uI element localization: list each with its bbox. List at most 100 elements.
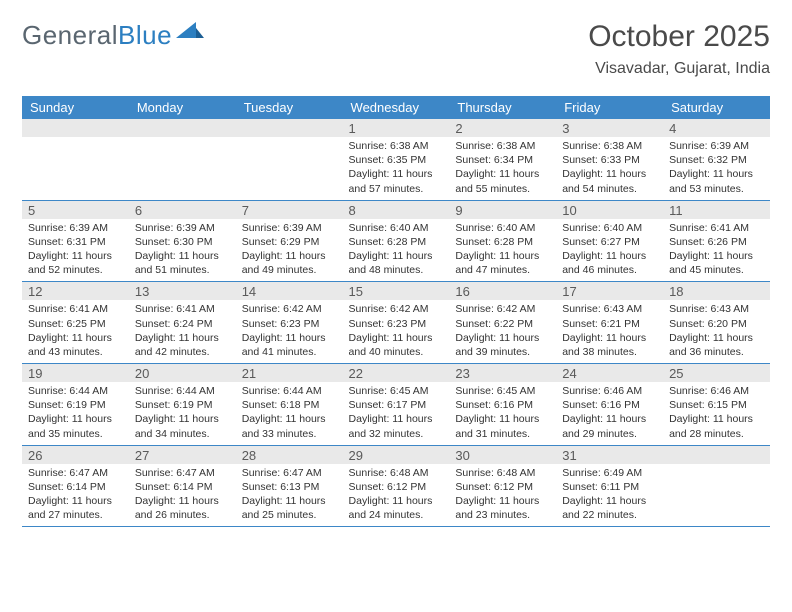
day-number: 5 <box>22 201 129 219</box>
day-number: 26 <box>22 446 129 464</box>
daylight-text: Daylight: 11 hours and 32 minutes. <box>349 412 444 440</box>
day-number: 7 <box>236 201 343 219</box>
calendar-day-cell: 5Sunrise: 6:39 AMSunset: 6:31 PMDaylight… <box>22 200 129 282</box>
day-number: 14 <box>236 282 343 300</box>
calendar-day-cell: 23Sunrise: 6:45 AMSunset: 6:16 PMDayligh… <box>449 364 556 446</box>
day-number: 25 <box>663 364 770 382</box>
daylight-text: Daylight: 11 hours and 45 minutes. <box>669 249 764 277</box>
sunset-text: Sunset: 6:16 PM <box>455 398 550 412</box>
calendar-day-cell <box>22 119 129 200</box>
sunrise-text: Sunrise: 6:41 AM <box>669 221 764 235</box>
daylight-text: Daylight: 11 hours and 54 minutes. <box>562 167 657 195</box>
day-number: 6 <box>129 201 236 219</box>
sunset-text: Sunset: 6:19 PM <box>135 398 230 412</box>
calendar-day-cell: 21Sunrise: 6:44 AMSunset: 6:18 PMDayligh… <box>236 364 343 446</box>
weekday-header: Thursday <box>449 96 556 119</box>
sunset-text: Sunset: 6:35 PM <box>349 153 444 167</box>
day-number: 22 <box>343 364 450 382</box>
calendar-day-cell: 20Sunrise: 6:44 AMSunset: 6:19 PMDayligh… <box>129 364 236 446</box>
weekday-header: Saturday <box>663 96 770 119</box>
day-data <box>236 137 343 200</box>
day-data: Sunrise: 6:40 AMSunset: 6:28 PMDaylight:… <box>343 219 450 282</box>
daylight-text: Daylight: 11 hours and 57 minutes. <box>349 167 444 195</box>
calendar-day-cell: 4Sunrise: 6:39 AMSunset: 6:32 PMDaylight… <box>663 119 770 200</box>
daylight-text: Daylight: 11 hours and 42 minutes. <box>135 331 230 359</box>
day-data: Sunrise: 6:46 AMSunset: 6:15 PMDaylight:… <box>663 382 770 445</box>
day-number: 10 <box>556 201 663 219</box>
day-data: Sunrise: 6:42 AMSunset: 6:22 PMDaylight:… <box>449 300 556 363</box>
sunset-text: Sunset: 6:29 PM <box>242 235 337 249</box>
day-data: Sunrise: 6:47 AMSunset: 6:14 PMDaylight:… <box>22 464 129 527</box>
header: GeneralBlue October 2025 Visavadar, Guja… <box>22 20 770 78</box>
sunrise-text: Sunrise: 6:43 AM <box>669 302 764 316</box>
calendar-day-cell: 17Sunrise: 6:43 AMSunset: 6:21 PMDayligh… <box>556 282 663 364</box>
calendar-week-row: 5Sunrise: 6:39 AMSunset: 6:31 PMDaylight… <box>22 200 770 282</box>
day-data: Sunrise: 6:39 AMSunset: 6:29 PMDaylight:… <box>236 219 343 282</box>
sunset-text: Sunset: 6:17 PM <box>349 398 444 412</box>
sunset-text: Sunset: 6:30 PM <box>135 235 230 249</box>
calendar-day-cell <box>236 119 343 200</box>
day-data: Sunrise: 6:44 AMSunset: 6:18 PMDaylight:… <box>236 382 343 445</box>
daylight-text: Daylight: 11 hours and 47 minutes. <box>455 249 550 277</box>
calendar-day-cell: 14Sunrise: 6:42 AMSunset: 6:23 PMDayligh… <box>236 282 343 364</box>
daylight-text: Daylight: 11 hours and 24 minutes. <box>349 494 444 522</box>
daylight-text: Daylight: 11 hours and 40 minutes. <box>349 331 444 359</box>
calendar-day-cell: 29Sunrise: 6:48 AMSunset: 6:12 PMDayligh… <box>343 445 450 527</box>
sunrise-text: Sunrise: 6:44 AM <box>242 384 337 398</box>
day-number: 4 <box>663 119 770 137</box>
day-data: Sunrise: 6:48 AMSunset: 6:12 PMDaylight:… <box>343 464 450 527</box>
day-data: Sunrise: 6:40 AMSunset: 6:27 PMDaylight:… <box>556 219 663 282</box>
daylight-text: Daylight: 11 hours and 23 minutes. <box>455 494 550 522</box>
calendar-day-cell: 3Sunrise: 6:38 AMSunset: 6:33 PMDaylight… <box>556 119 663 200</box>
calendar-day-cell: 13Sunrise: 6:41 AMSunset: 6:24 PMDayligh… <box>129 282 236 364</box>
daylight-text: Daylight: 11 hours and 25 minutes. <box>242 494 337 522</box>
daylight-text: Daylight: 11 hours and 28 minutes. <box>669 412 764 440</box>
sunset-text: Sunset: 6:16 PM <box>562 398 657 412</box>
location: Visavadar, Gujarat, India <box>588 60 770 78</box>
daylight-text: Daylight: 11 hours and 27 minutes. <box>28 494 123 522</box>
daylight-text: Daylight: 11 hours and 43 minutes. <box>28 331 123 359</box>
weekday-header: Friday <box>556 96 663 119</box>
calendar-day-cell: 15Sunrise: 6:42 AMSunset: 6:23 PMDayligh… <box>343 282 450 364</box>
calendar-day-cell: 11Sunrise: 6:41 AMSunset: 6:26 PMDayligh… <box>663 200 770 282</box>
day-number <box>22 119 129 137</box>
day-number <box>663 446 770 464</box>
sunset-text: Sunset: 6:28 PM <box>349 235 444 249</box>
sunset-text: Sunset: 6:13 PM <box>242 480 337 494</box>
sunrise-text: Sunrise: 6:43 AM <box>562 302 657 316</box>
sunrise-text: Sunrise: 6:41 AM <box>135 302 230 316</box>
sunrise-text: Sunrise: 6:42 AM <box>349 302 444 316</box>
day-data <box>22 137 129 200</box>
sunset-text: Sunset: 6:27 PM <box>562 235 657 249</box>
day-data: Sunrise: 6:40 AMSunset: 6:28 PMDaylight:… <box>449 219 556 282</box>
logo-word2: Blue <box>118 20 172 50</box>
calendar-day-cell: 10Sunrise: 6:40 AMSunset: 6:27 PMDayligh… <box>556 200 663 282</box>
daylight-text: Daylight: 11 hours and 53 minutes. <box>669 167 764 195</box>
day-data <box>663 464 770 527</box>
day-number <box>236 119 343 137</box>
day-number <box>129 119 236 137</box>
day-data: Sunrise: 6:38 AMSunset: 6:35 PMDaylight:… <box>343 137 450 200</box>
sunrise-text: Sunrise: 6:46 AM <box>562 384 657 398</box>
sunset-text: Sunset: 6:11 PM <box>562 480 657 494</box>
sunset-text: Sunset: 6:20 PM <box>669 317 764 331</box>
weekday-header: Monday <box>129 96 236 119</box>
calendar-day-cell: 9Sunrise: 6:40 AMSunset: 6:28 PMDaylight… <box>449 200 556 282</box>
daylight-text: Daylight: 11 hours and 33 minutes. <box>242 412 337 440</box>
sunrise-text: Sunrise: 6:45 AM <box>455 384 550 398</box>
day-data <box>129 137 236 200</box>
sunset-text: Sunset: 6:24 PM <box>135 317 230 331</box>
sunset-text: Sunset: 6:22 PM <box>455 317 550 331</box>
day-data: Sunrise: 6:41 AMSunset: 6:24 PMDaylight:… <box>129 300 236 363</box>
sunrise-text: Sunrise: 6:39 AM <box>669 139 764 153</box>
sunrise-text: Sunrise: 6:47 AM <box>242 466 337 480</box>
weekday-header-row: Sunday Monday Tuesday Wednesday Thursday… <box>22 96 770 119</box>
sunset-text: Sunset: 6:28 PM <box>455 235 550 249</box>
day-number: 8 <box>343 201 450 219</box>
daylight-text: Daylight: 11 hours and 35 minutes. <box>28 412 123 440</box>
sunset-text: Sunset: 6:23 PM <box>349 317 444 331</box>
calendar-day-cell: 1Sunrise: 6:38 AMSunset: 6:35 PMDaylight… <box>343 119 450 200</box>
sunrise-text: Sunrise: 6:39 AM <box>242 221 337 235</box>
calendar-day-cell: 28Sunrise: 6:47 AMSunset: 6:13 PMDayligh… <box>236 445 343 527</box>
sunrise-text: Sunrise: 6:38 AM <box>455 139 550 153</box>
